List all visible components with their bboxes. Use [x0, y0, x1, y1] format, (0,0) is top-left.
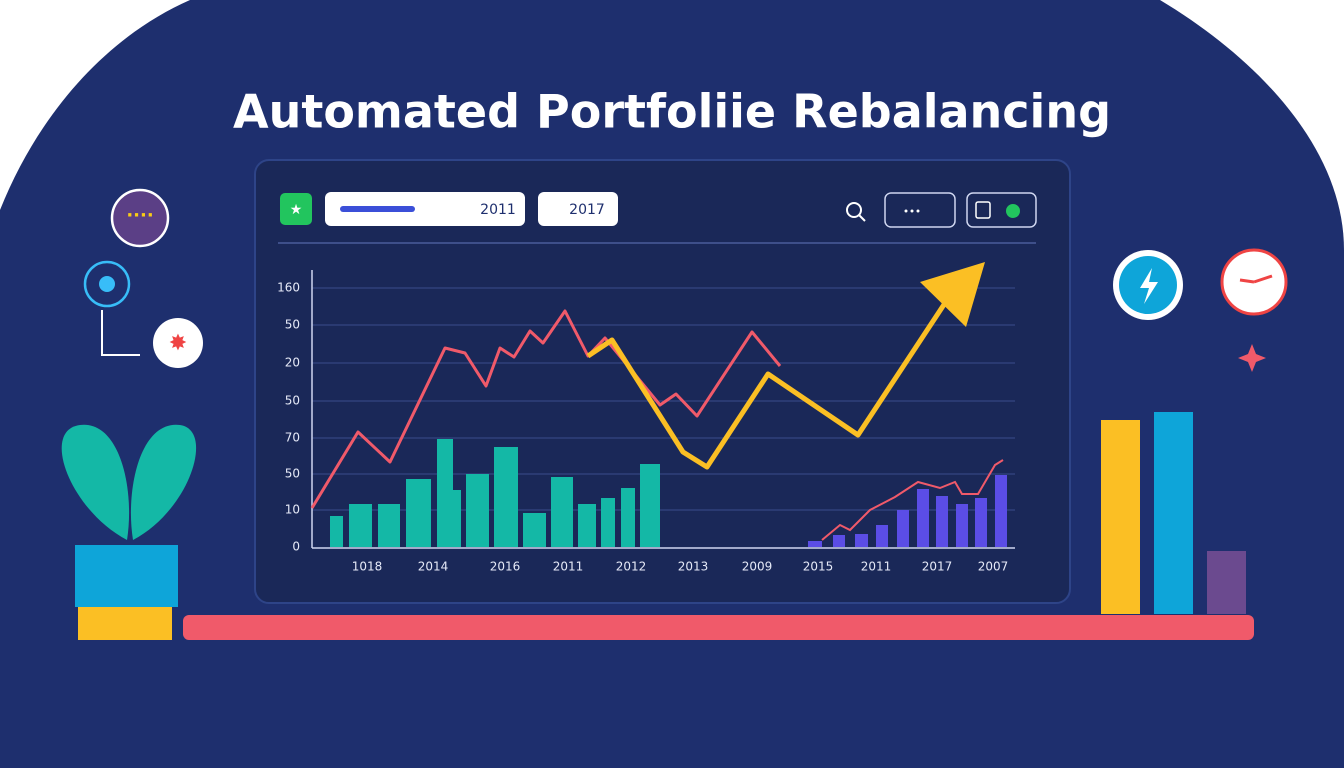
chart: 160 50 20 50 70 50 10 0 1018 2014 2016 2011 2012 2013… [277, 262, 1015, 574]
x-label: 2017 [922, 560, 953, 574]
more-button[interactable] [884, 192, 956, 228]
x-label: 2016 [490, 560, 521, 574]
lightning [1140, 268, 1158, 304]
alert-icon [153, 318, 203, 368]
bar [523, 513, 546, 547]
app-icon[interactable] [280, 193, 312, 225]
x-label: 2013 [678, 560, 709, 574]
bar [437, 439, 453, 547]
deco-bar [1207, 551, 1246, 614]
x-label: 2012 [616, 560, 647, 574]
y-label: 50 [285, 394, 300, 408]
bar [917, 489, 929, 547]
clipboard-icon [975, 201, 991, 219]
bar [833, 535, 845, 547]
x-label: 1018 [352, 560, 383, 574]
deco-bar [1101, 420, 1140, 614]
line [586, 301, 948, 470]
bar [808, 541, 822, 547]
leaf [61, 424, 130, 540]
line [821, 459, 1004, 541]
bar [621, 488, 635, 547]
dot [916, 209, 920, 213]
range-start: 2011 [480, 202, 516, 218]
arrow-head [920, 262, 985, 327]
search-icon [846, 202, 862, 218]
dot [910, 209, 914, 213]
apple-icon [1006, 204, 1020, 218]
leaf [130, 424, 197, 540]
y-label: 20 [285, 356, 300, 370]
bar [378, 504, 400, 547]
alert-star: ✸ [169, 331, 187, 356]
bar [406, 479, 431, 547]
x-label: 2007 [978, 560, 1009, 574]
x-label: 2011 [861, 560, 892, 574]
bar [876, 525, 888, 547]
y-label: 70 [285, 431, 300, 445]
bar [936, 496, 948, 547]
sparkle [1238, 344, 1266, 372]
y-label: 50 [285, 318, 300, 332]
bar [494, 447, 518, 547]
x-label: 2014 [418, 560, 449, 574]
network-icon [99, 276, 115, 292]
bar [551, 477, 573, 547]
y-label: 10 [285, 503, 300, 517]
search-icon [858, 214, 866, 222]
bar [578, 504, 596, 547]
title: Automated Portfoliie Rebalancing [233, 85, 1111, 139]
bar [956, 504, 968, 547]
range-end: 2017 [569, 202, 605, 218]
deco-bar [1154, 412, 1193, 614]
bar [975, 498, 987, 547]
pot [75, 545, 178, 607]
bar [466, 474, 489, 547]
chat-icon [110, 188, 170, 248]
shelf [183, 615, 1254, 640]
x-label: 2015 [803, 560, 834, 574]
bar [640, 464, 660, 547]
connector [101, 310, 140, 356]
bar [897, 510, 909, 547]
bar [995, 475, 1007, 547]
x-label: 2009 [742, 560, 773, 574]
y-label: 0 [292, 540, 300, 554]
range-start-input[interactable] [325, 192, 525, 226]
dot [904, 209, 908, 213]
bar [330, 516, 343, 547]
bar [349, 504, 372, 547]
line [310, 309, 782, 509]
chat-dots: ···· [126, 205, 153, 226]
search-button[interactable] [846, 202, 866, 222]
range-slider [340, 206, 415, 212]
x-label: 2011 [553, 560, 584, 574]
network-icon [83, 260, 131, 308]
y-label: 50 [285, 467, 300, 481]
y-label: 160 [277, 281, 300, 295]
pot-base [78, 607, 172, 640]
bar [855, 534, 868, 547]
clock-hands [1239, 274, 1273, 284]
range-end-input[interactable] [538, 192, 618, 226]
tools-button[interactable] [966, 192, 1037, 228]
bar [601, 498, 615, 547]
star-icon: ★ [290, 202, 303, 218]
bar [453, 490, 461, 547]
